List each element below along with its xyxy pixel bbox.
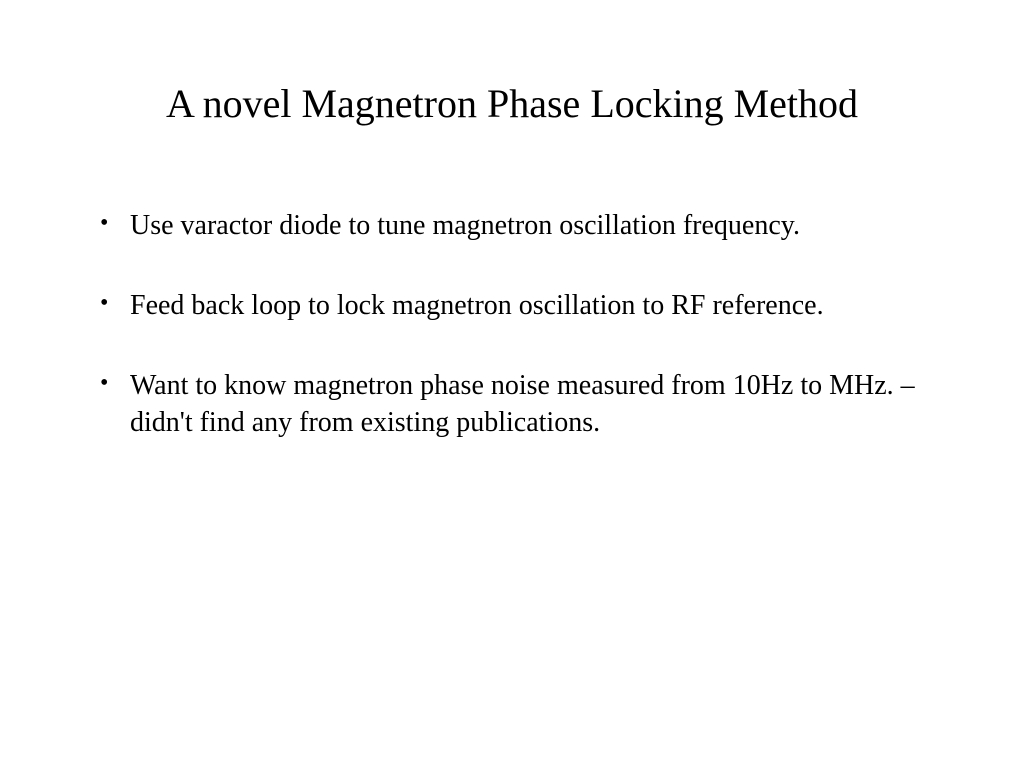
bullet-item: Want to know magnetron phase noise measu…: [100, 367, 964, 443]
slide-container: A novel Magnetron Phase Locking Method U…: [0, 0, 1024, 768]
bullet-list: Use varactor diode to tune magnetron osc…: [60, 207, 964, 442]
slide-title: A novel Magnetron Phase Locking Method: [60, 80, 964, 127]
bullet-item: Use varactor diode to tune magnetron osc…: [100, 207, 964, 245]
bullet-item: Feed back loop to lock magnetron oscilla…: [100, 287, 964, 325]
